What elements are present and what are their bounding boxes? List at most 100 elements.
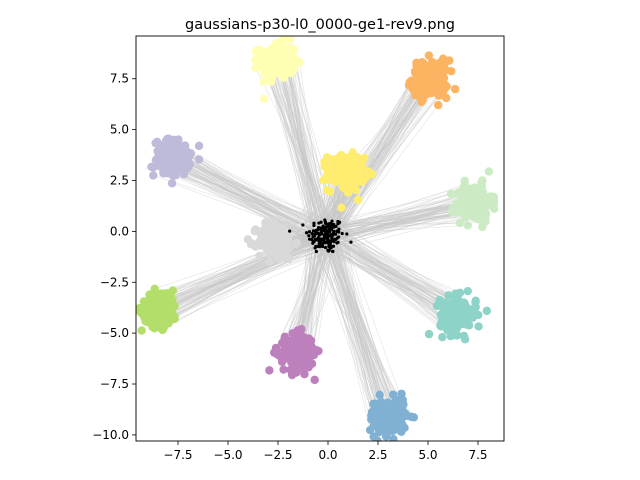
pairing-line xyxy=(169,157,329,232)
cluster-point xyxy=(460,188,469,197)
cluster-point xyxy=(467,310,477,319)
pairing-line xyxy=(160,246,320,295)
source-point xyxy=(307,230,312,234)
pairing-line xyxy=(322,238,382,410)
pairing-line xyxy=(330,223,385,414)
source-point xyxy=(288,229,292,233)
pairing-line xyxy=(326,241,407,417)
pairing-line xyxy=(155,240,328,310)
source-point xyxy=(314,238,319,242)
pairing-line xyxy=(173,175,314,238)
cluster-point xyxy=(265,366,274,375)
pairing-line xyxy=(315,233,377,419)
pairing-line xyxy=(319,68,427,236)
pairing-line xyxy=(171,182,321,240)
pairing-line xyxy=(290,58,315,226)
pairing-line xyxy=(314,72,428,235)
pairing-line xyxy=(319,88,435,242)
pairing-line xyxy=(333,224,459,306)
pairing-line xyxy=(333,62,423,232)
pairing-line xyxy=(170,156,334,228)
pairing-line xyxy=(279,61,324,241)
source-point xyxy=(310,237,314,242)
pairing-line xyxy=(171,148,321,241)
cluster-point xyxy=(474,322,483,331)
cluster-point xyxy=(259,94,269,104)
pairing-line xyxy=(326,241,451,334)
cluster-point xyxy=(463,221,472,230)
x-tick-label: 7.5 xyxy=(468,448,487,462)
pairing-line xyxy=(288,61,337,227)
chart-title: gaussians-p30-l0_0000-ge1-rev9.png xyxy=(185,17,455,33)
source-point xyxy=(323,220,327,224)
source-point xyxy=(319,230,323,234)
y-tick-label: 0.0 xyxy=(110,224,129,238)
cluster-point xyxy=(400,423,409,432)
source-point xyxy=(328,221,333,225)
pairing-line xyxy=(159,250,334,301)
cluster-point xyxy=(320,157,329,167)
cluster-point xyxy=(255,251,264,261)
pairing-line xyxy=(315,232,456,325)
pairing-line xyxy=(278,67,329,239)
cluster-point xyxy=(389,434,398,441)
cluster-point xyxy=(398,407,408,416)
pairing-line xyxy=(325,223,399,411)
pairing-line xyxy=(322,200,466,232)
pairing-line xyxy=(326,237,392,420)
pairing-line xyxy=(330,89,444,224)
cluster-point xyxy=(427,88,436,98)
pairing-line xyxy=(165,172,333,222)
pairing-line xyxy=(171,154,326,236)
pairing-line xyxy=(276,53,317,240)
pairing-line xyxy=(327,238,453,316)
pairing-line xyxy=(301,239,334,330)
pairing-line xyxy=(328,204,460,247)
pairing-line xyxy=(299,62,326,236)
source-point xyxy=(307,234,311,238)
pairing-line xyxy=(324,219,398,424)
cluster-point xyxy=(383,419,392,428)
cluster-point xyxy=(454,318,463,327)
pairing-line xyxy=(338,74,434,230)
pairing-line xyxy=(331,234,455,326)
pairing-line xyxy=(269,59,323,246)
pairing-line xyxy=(333,240,385,430)
cluster-point xyxy=(257,240,266,249)
pairing-line xyxy=(333,231,380,420)
pairing-line xyxy=(328,87,443,247)
pairing-line xyxy=(315,212,463,240)
cluster-point xyxy=(279,365,288,374)
source-point xyxy=(337,230,341,234)
pairing-line xyxy=(270,58,331,249)
cluster-point xyxy=(383,428,392,438)
pairing-line xyxy=(314,210,477,242)
pairing-line xyxy=(275,54,324,244)
cluster-point xyxy=(389,418,399,428)
pairing-line xyxy=(170,167,324,227)
pairing-line xyxy=(169,164,316,240)
pairing-line xyxy=(328,223,454,330)
cluster-point xyxy=(414,60,423,70)
cluster-1 xyxy=(404,51,460,110)
pairing-line xyxy=(296,60,314,231)
x-tick-label: −7.5 xyxy=(163,448,192,462)
source-point xyxy=(331,249,335,253)
pairing-line xyxy=(261,66,332,228)
pairing-line xyxy=(189,163,332,229)
pairing-line xyxy=(336,68,425,232)
pairing-line xyxy=(283,77,314,237)
cluster-point xyxy=(194,155,204,164)
pairing-line xyxy=(333,232,399,410)
pairing-line xyxy=(318,240,397,414)
pairing-line xyxy=(334,239,387,418)
cluster-point xyxy=(141,317,150,326)
pairing-line xyxy=(337,221,450,326)
pairing-line xyxy=(319,241,454,325)
cluster-point xyxy=(137,326,146,335)
y-tick-label: 2.5 xyxy=(110,173,129,187)
pairing-line xyxy=(147,247,331,307)
pairing-line xyxy=(162,161,326,236)
source-point xyxy=(305,231,309,235)
source-point xyxy=(319,226,323,230)
